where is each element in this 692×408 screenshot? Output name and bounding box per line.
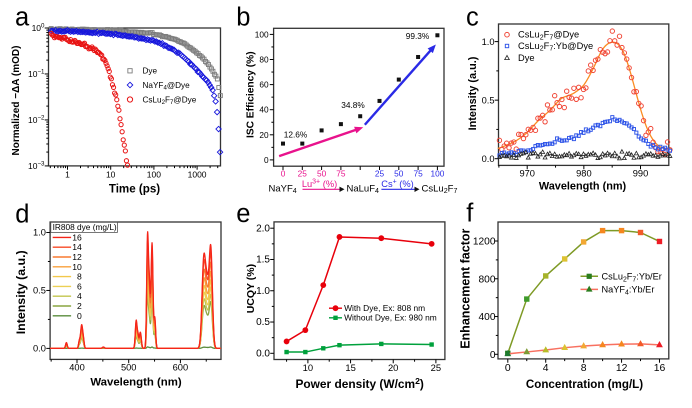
- svg-text:100: 100: [147, 170, 161, 180]
- svg-text:0.0: 0.0: [482, 154, 495, 164]
- svg-text:400: 400: [479, 312, 496, 323]
- svg-text:4: 4: [77, 291, 82, 301]
- svg-text:34.8%: 34.8%: [341, 100, 365, 110]
- svg-text:100: 100: [32, 23, 45, 33]
- svg-text:16: 16: [72, 232, 82, 242]
- svg-text:1.0: 1.0: [256, 286, 270, 297]
- svg-text:2.0: 2.0: [256, 223, 270, 234]
- svg-text:1.0: 1.0: [482, 37, 495, 47]
- svg-text:10: 10: [106, 170, 116, 180]
- svg-text:Normalized −ΔA (mOD): Normalized −ΔA (mOD): [11, 46, 22, 156]
- svg-text:Intensity (a.u.): Intensity (a.u.): [467, 56, 479, 130]
- svg-text:CsLu2F7@Dye: CsLu2F7@Dye: [518, 30, 579, 42]
- svg-text:970: 970: [519, 169, 535, 179]
- svg-text:980: 980: [576, 169, 592, 179]
- svg-text:10−1: 10−1: [28, 69, 45, 79]
- svg-text:Without Dye, Ex: 980 nm: Without Dye, Ex: 980 nm: [344, 313, 437, 323]
- svg-text:2: 2: [77, 301, 82, 311]
- svg-text:20: 20: [259, 130, 269, 140]
- svg-text:75: 75: [413, 168, 423, 178]
- svg-text:500: 500: [121, 363, 137, 373]
- svg-text:Wavelength (nm): Wavelength (nm): [90, 377, 182, 389]
- svg-text:1200: 1200: [473, 237, 496, 248]
- svg-text:50: 50: [394, 168, 404, 178]
- svg-text:NaYF4: NaYF4: [269, 184, 297, 196]
- svg-text:a: a: [15, 3, 30, 31]
- svg-text:c: c: [466, 4, 479, 32]
- svg-text:100: 100: [255, 29, 269, 39]
- svg-text:8: 8: [77, 272, 82, 282]
- svg-text:1.5: 1.5: [256, 255, 270, 266]
- svg-text:Concentration (mg/L): Concentration (mg/L): [526, 378, 643, 391]
- svg-text:80: 80: [259, 55, 269, 65]
- svg-text:400: 400: [69, 363, 85, 373]
- svg-text:75: 75: [336, 168, 346, 178]
- svg-text:0.0: 0.0: [256, 349, 270, 360]
- svg-text:0: 0: [490, 350, 496, 361]
- svg-text:25: 25: [298, 168, 308, 178]
- svg-text:NaYF4:Yb/Er: NaYF4:Yb/Er: [602, 285, 655, 297]
- svg-text:Power density (W/cm2): Power density (W/cm2): [295, 376, 423, 391]
- svg-text:UCQY (%): UCQY (%): [245, 264, 257, 313]
- svg-text:60: 60: [259, 80, 269, 90]
- svg-text:0: 0: [264, 155, 269, 165]
- svg-text:12.6%: 12.6%: [284, 129, 308, 139]
- svg-text:10: 10: [72, 262, 82, 272]
- svg-text:12: 12: [72, 252, 82, 262]
- svg-text:CsLu2F7: CsLu2F7: [422, 184, 458, 196]
- svg-text:8: 8: [581, 363, 587, 374]
- svg-text:Time (ps): Time (ps): [109, 183, 160, 196]
- svg-text:NaYF4@Dye: NaYF4@Dye: [143, 81, 191, 92]
- svg-text:Enhancement factor: Enhancement factor: [459, 228, 473, 348]
- svg-text:f: f: [466, 200, 474, 228]
- svg-text:15: 15: [345, 362, 355, 373]
- svg-text:NaLuF4: NaLuF4: [347, 184, 380, 196]
- svg-text:40: 40: [259, 105, 269, 115]
- svg-text:1.0: 1.0: [33, 228, 46, 238]
- svg-text:800: 800: [479, 274, 496, 285]
- svg-text:1: 1: [65, 170, 70, 180]
- svg-text:10: 10: [303, 362, 313, 373]
- svg-text:16: 16: [654, 363, 666, 374]
- svg-text:0: 0: [281, 168, 286, 178]
- svg-text:Intensity (a.u.): Intensity (a.u.): [14, 250, 28, 334]
- svg-text:Lu3+ (%): Lu3+ (%): [302, 179, 337, 189]
- svg-text:100: 100: [430, 168, 444, 178]
- svg-text:0.5: 0.5: [33, 286, 46, 296]
- svg-text:0.0: 0.0: [33, 344, 46, 354]
- svg-text:14: 14: [72, 242, 82, 252]
- svg-text:600: 600: [173, 363, 189, 373]
- svg-text:99.3%: 99.3%: [406, 31, 430, 41]
- svg-text:Wavelength (nm): Wavelength (nm): [539, 180, 627, 192]
- svg-text:Cs+ (%): Cs+ (%): [381, 179, 414, 189]
- svg-text:CsLu2F7@Dye: CsLu2F7@Dye: [143, 95, 197, 106]
- svg-text:Dye: Dye: [518, 53, 535, 63]
- svg-text:IR808 dye (mg/L): IR808 dye (mg/L): [53, 222, 117, 232]
- svg-text:ISC Efficiency (%): ISC Efficiency (%): [246, 51, 257, 138]
- svg-text:b: b: [236, 4, 250, 32]
- svg-text:0: 0: [505, 363, 511, 374]
- svg-text:25: 25: [431, 362, 441, 373]
- svg-text:0.5: 0.5: [482, 95, 495, 105]
- svg-text:1000: 1000: [188, 170, 207, 180]
- svg-text:e: e: [236, 200, 250, 228]
- svg-text:4: 4: [543, 363, 549, 374]
- svg-text:0: 0: [77, 311, 82, 321]
- svg-text:990: 990: [633, 169, 649, 179]
- svg-text:50: 50: [317, 168, 327, 178]
- svg-text:CsLu2F7:Yb@Dye: CsLu2F7:Yb@Dye: [518, 41, 593, 53]
- svg-text:CsLu2F7:Yb/Er: CsLu2F7:Yb/Er: [602, 272, 662, 284]
- svg-text:0.5: 0.5: [256, 317, 270, 328]
- svg-text:20: 20: [388, 362, 398, 373]
- svg-text:6: 6: [77, 281, 82, 291]
- svg-text:d: d: [15, 201, 29, 229]
- svg-text:Dye: Dye: [143, 67, 158, 76]
- svg-text:10−3: 10−3: [28, 161, 45, 171]
- svg-text:With Dye, Ex: 808 nm: With Dye, Ex: 808 nm: [344, 303, 425, 313]
- svg-text:25: 25: [375, 168, 385, 178]
- svg-text:10−2: 10−2: [28, 115, 45, 125]
- svg-text:12: 12: [616, 363, 628, 374]
